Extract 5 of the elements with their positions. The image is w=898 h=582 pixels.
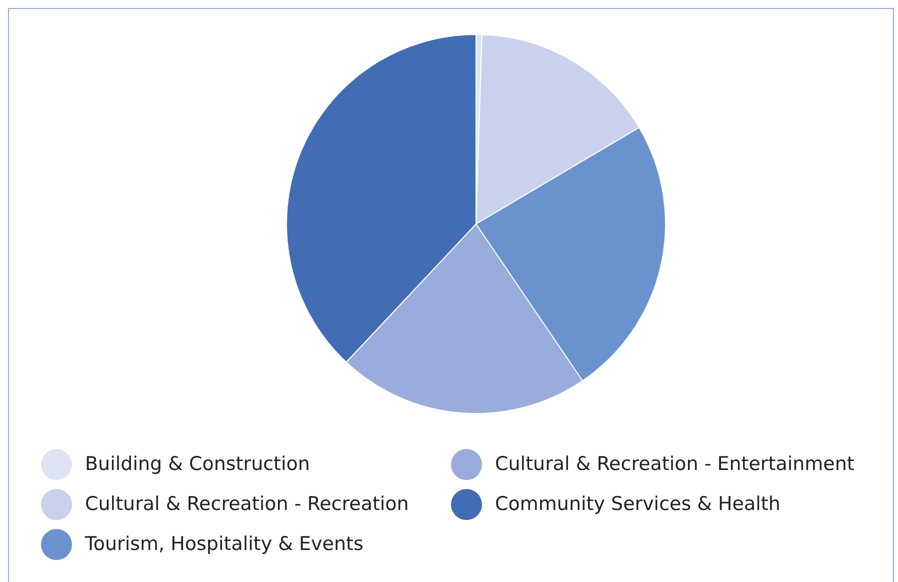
legend-label: Cultural & Recreation - Entertainment [495, 453, 854, 475]
legend-label: Tourism, Hospitality & Events [85, 533, 364, 555]
legend-label: Building & Construction [85, 453, 310, 475]
legend-label: Community Services & Health [495, 493, 780, 515]
legend-label: Cultural & Recreation - Recreation [85, 493, 409, 515]
